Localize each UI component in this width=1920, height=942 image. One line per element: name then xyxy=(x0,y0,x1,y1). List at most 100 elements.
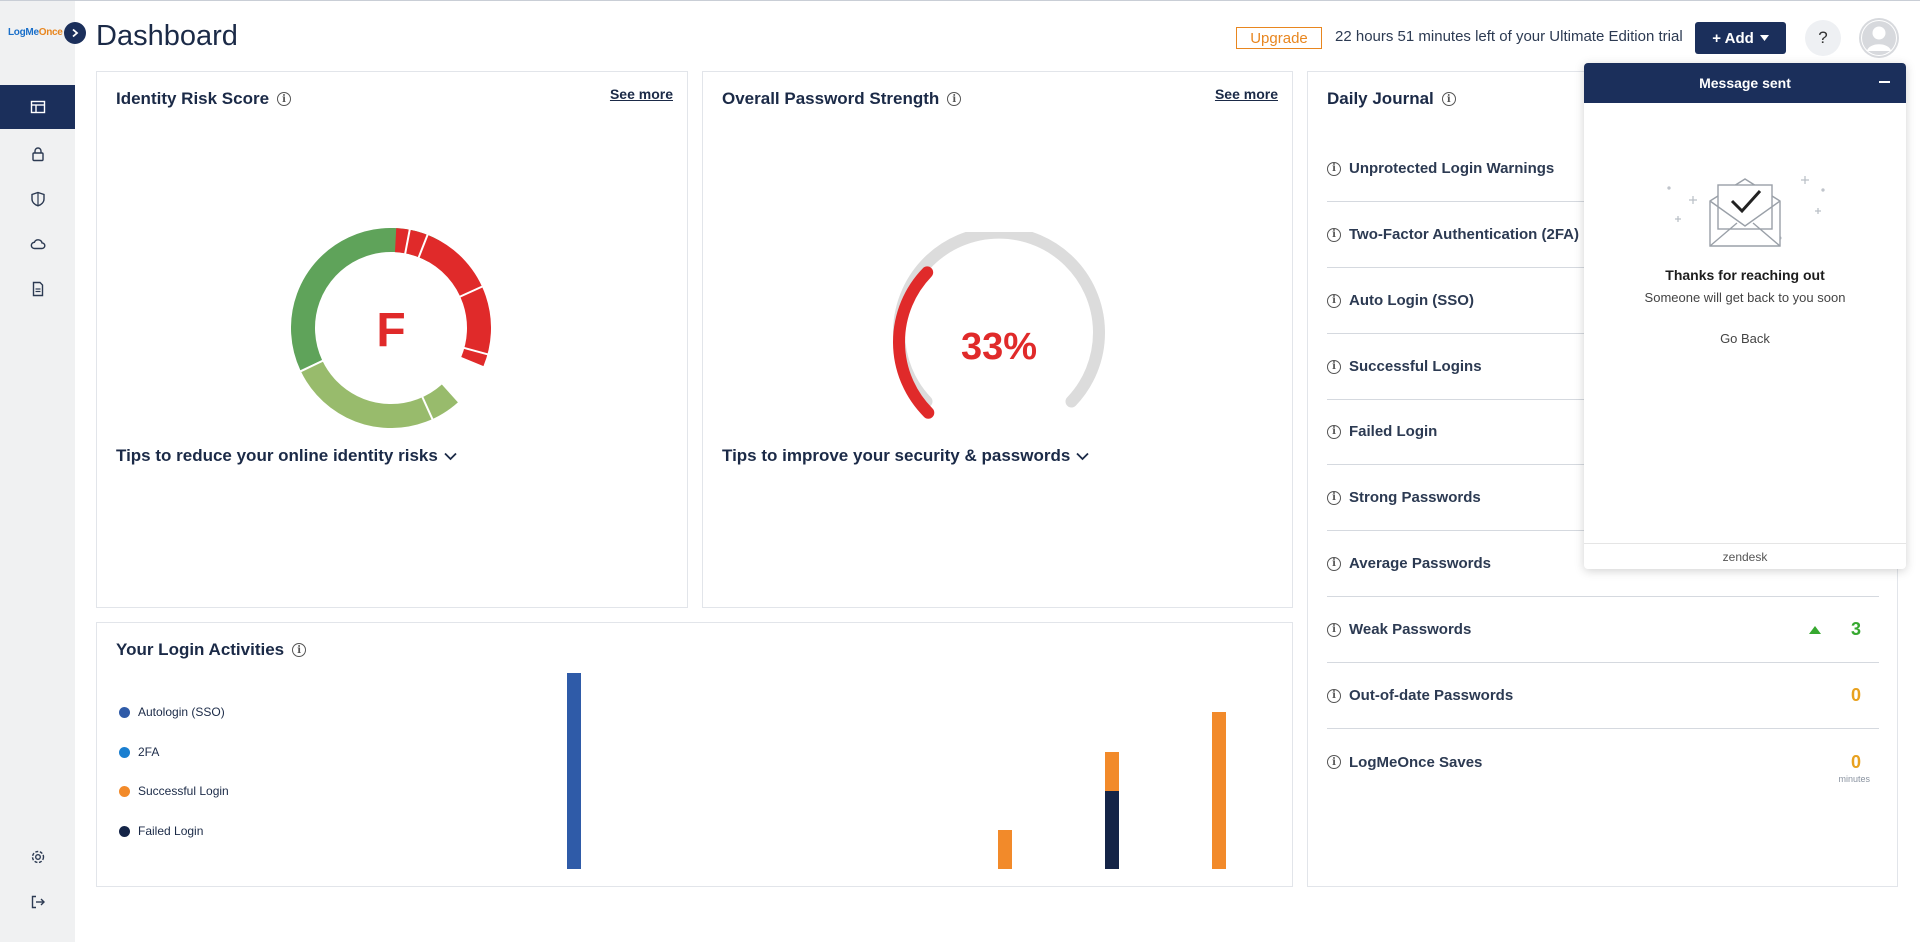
sidebar: LogMeOnce xyxy=(0,1,75,942)
journal-row-logmeonce-saves[interactable]: i LogMeOnce Saves 0 minutes xyxy=(1327,729,1879,795)
logo[interactable]: LogMeOnce xyxy=(8,27,63,38)
journal-row-label: Out-of-date Passwords xyxy=(1349,687,1514,704)
identity-risk-see-more-link[interactable]: See more xyxy=(609,86,673,102)
password-strength-percent: 33% xyxy=(961,326,1037,368)
legend-label: Autologin (SSO) xyxy=(138,705,225,719)
chevron-down-icon xyxy=(1076,452,1089,460)
logout-icon xyxy=(31,895,45,909)
info-icon: i xyxy=(1327,161,1341,176)
widget-subtitle: Someone will get back to you soon xyxy=(1644,290,1846,305)
identity-risk-grade: F xyxy=(376,304,405,357)
daily-journal-title-text: Daily Journal xyxy=(1327,89,1434,108)
user-icon xyxy=(1861,20,1897,56)
settings-icon xyxy=(31,850,44,864)
envelope-check-icon xyxy=(1667,176,1825,247)
trial-status-text: 22 hours 51 minutes left of your Ultimat… xyxy=(1335,28,1683,45)
info-icon: i xyxy=(1327,755,1341,769)
info-icon: i xyxy=(1327,424,1341,439)
info-icon: i xyxy=(1327,359,1341,374)
journal-row-label: Weak Passwords xyxy=(1349,621,1472,638)
info-icon[interactable]: i xyxy=(292,643,307,657)
password-strength-title: Overall Password Strength i xyxy=(722,89,962,109)
journal-row-out-of-date-passwords[interactable]: i Out-of-date Passwords 0 xyxy=(1327,663,1879,729)
legend-item-2fa: 2FA xyxy=(119,745,159,759)
logo-text-part2: Once xyxy=(38,27,63,38)
legend-dot xyxy=(119,746,130,758)
sidebar-item-security[interactable] xyxy=(0,177,75,221)
journal-row-label: Strong Passwords xyxy=(1349,489,1481,506)
legend-dot xyxy=(119,825,130,837)
journal-row-label: Failed Login xyxy=(1349,423,1438,440)
info-icon: i xyxy=(1327,293,1341,308)
sidebar-item-logout[interactable] xyxy=(0,880,75,924)
bar-successful-login xyxy=(1212,712,1226,869)
password-strength-tips-text: Tips to improve your security & password… xyxy=(722,446,1071,465)
legend-label: Successful Login xyxy=(138,784,229,798)
widget-header: Message sent xyxy=(1584,63,1906,103)
password-strength-see-more-link[interactable]: See more xyxy=(1214,86,1278,102)
info-icon[interactable]: i xyxy=(1441,92,1456,106)
login-activities-title-text: Your Login Activities xyxy=(116,640,285,659)
password-strength-title-text: Overall Password Strength xyxy=(722,89,940,108)
daily-journal-title: Daily Journal i xyxy=(1327,89,1456,109)
sidebar-item-dashboard[interactable] xyxy=(0,85,75,129)
info-icon: i xyxy=(1327,622,1341,637)
help-button[interactable]: ? xyxy=(1805,20,1841,56)
journal-row-unit: minutes xyxy=(1838,774,1870,784)
chevron-down-icon xyxy=(444,452,457,460)
journal-row-value: 3 xyxy=(1850,619,1861,639)
dashboard-icon xyxy=(30,100,45,114)
caret-down-icon xyxy=(1759,35,1769,41)
legend-label: Failed Login xyxy=(138,824,204,838)
upgrade-button[interactable]: Upgrade xyxy=(1236,27,1322,49)
minimize-icon[interactable] xyxy=(1879,81,1890,83)
trend-up-icon xyxy=(1809,625,1821,634)
sidebar-item-cloud[interactable] xyxy=(0,222,75,266)
support-message-widget: Message sent Thanks for reaching out Som… xyxy=(1584,63,1906,569)
journal-row-weak-passwords[interactable]: i Weak Passwords 3 xyxy=(1327,597,1879,663)
lock-icon xyxy=(31,147,44,162)
sidebar-item-passwords[interactable] xyxy=(0,132,75,176)
info-icon: i xyxy=(1327,490,1341,505)
legend-item-failed-login: Failed Login xyxy=(119,824,203,838)
legend-dot xyxy=(119,785,130,797)
journal-row-label: Auto Login (SSO) xyxy=(1349,292,1474,309)
info-icon: i xyxy=(1327,556,1341,571)
avatar[interactable] xyxy=(1859,18,1899,58)
top-border xyxy=(0,0,1920,1)
identity-risk-title-text: Identity Risk Score xyxy=(116,89,270,108)
info-icon[interactable]: i xyxy=(947,92,962,106)
legend-dot xyxy=(119,706,130,718)
go-back-button[interactable]: Go Back xyxy=(1720,331,1770,346)
journal-row-label: Unprotected Login Warnings xyxy=(1349,160,1555,177)
password-strength-tips-toggle[interactable]: Tips to improve your security & password… xyxy=(722,446,1089,466)
gauge-track xyxy=(893,232,1105,408)
password-strength-gauge: 33% xyxy=(893,232,1105,419)
page-title: Dashboard xyxy=(96,20,238,52)
sidebar-item-settings[interactable] xyxy=(0,835,75,879)
bar-successful-login xyxy=(1105,752,1119,791)
journal-row-label: Two-Factor Authentication (2FA) xyxy=(1349,226,1579,243)
login-activities-title: Your Login Activities i xyxy=(116,640,307,660)
cloud-icon xyxy=(30,239,45,250)
sidebar-collapse-button[interactable] xyxy=(64,22,86,44)
journal-row-label: Average Passwords xyxy=(1349,555,1492,572)
info-icon[interactable]: i xyxy=(277,92,292,106)
bar-successful-login xyxy=(998,830,1012,869)
journal-row-label: Successful Logins xyxy=(1349,358,1482,375)
identity-risk-title: Identity Risk Score i xyxy=(116,89,292,109)
journal-row-value: 0 xyxy=(1850,685,1861,705)
login-activities-chart xyxy=(567,673,1226,869)
journal-row-label: LogMeOnce Saves xyxy=(1349,753,1483,771)
sidebar-item-documents[interactable] xyxy=(0,267,75,311)
identity-risk-donut: F xyxy=(291,228,491,428)
shield-icon xyxy=(30,191,45,207)
legend-item-autologin: Autologin (SSO) xyxy=(119,705,225,719)
document-icon xyxy=(32,281,43,297)
bar-autologin xyxy=(567,673,581,869)
identity-risk-tips-toggle[interactable]: Tips to reduce your online identity risk… xyxy=(116,446,457,466)
legend-item-successful-login: Successful Login xyxy=(119,784,229,798)
add-button[interactable]: + Add xyxy=(1695,22,1786,54)
widget-footer-brand[interactable]: zendesk xyxy=(1584,543,1906,569)
info-icon: i xyxy=(1327,227,1341,242)
